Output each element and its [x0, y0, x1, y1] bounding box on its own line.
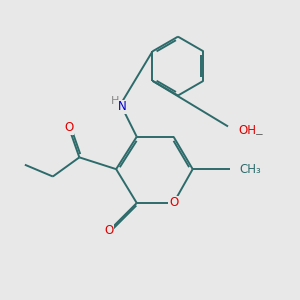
- Text: −: −: [254, 130, 263, 140]
- Text: CH₃: CH₃: [240, 163, 262, 176]
- Text: O: O: [64, 122, 74, 134]
- Text: O: O: [169, 196, 178, 209]
- Text: H: H: [111, 96, 120, 106]
- Text: OH: OH: [238, 124, 256, 137]
- Text: N: N: [118, 100, 126, 113]
- Text: O: O: [104, 224, 113, 238]
